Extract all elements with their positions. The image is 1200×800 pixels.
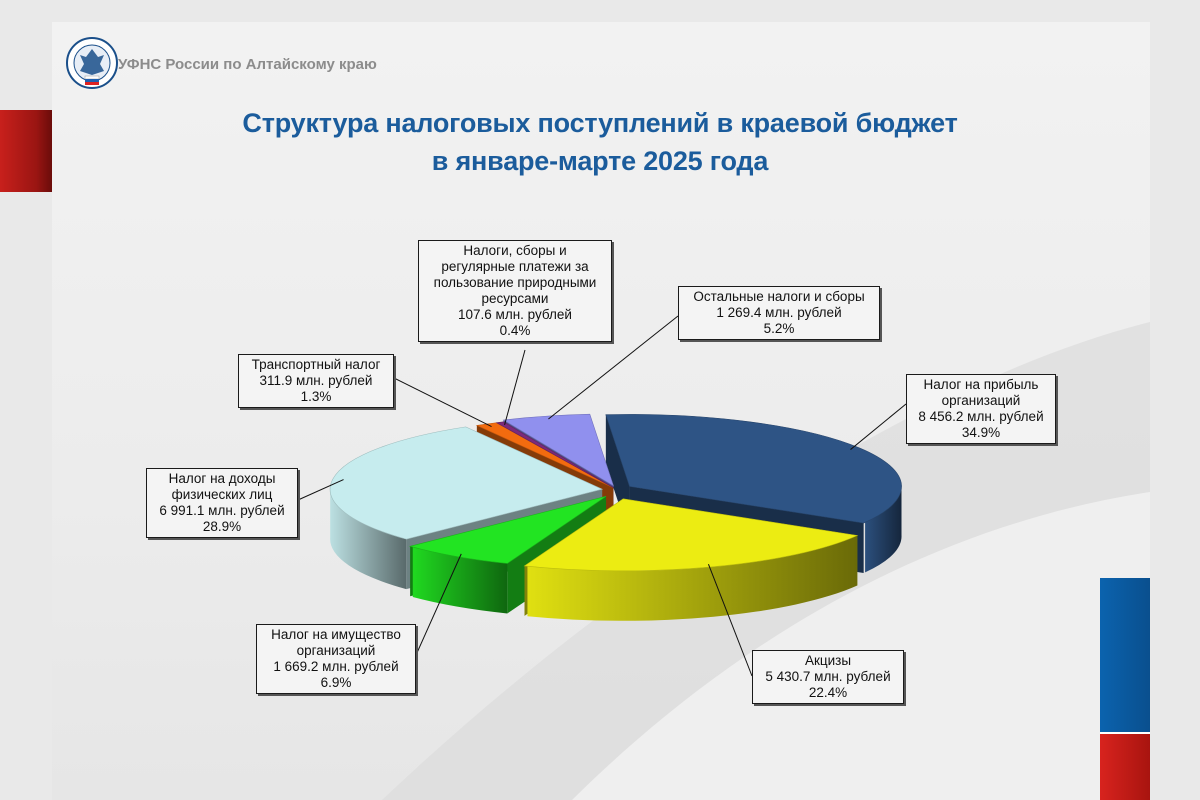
data-label-other-line-2: 5.2% [763, 321, 795, 336]
organization-name: УФНС России по Алтайскому краю [118, 56, 377, 73]
pie-slice-excise [523, 498, 859, 572]
data-label-pit-line-2: 6 991.1 млн. рублей [159, 503, 285, 518]
leader-lines [297, 315, 907, 677]
data-label-transport-line-2: 1.3% [300, 389, 332, 404]
data-label-pit: Налог на доходы физических лиц 6 991.1 млн… [146, 468, 298, 538]
leader-line-natural [504, 349, 526, 426]
data-label-natural-line-5: 0.4% [499, 323, 531, 338]
data-label-property: Налог на имущество организаций 1 669.2 млн… [256, 624, 416, 694]
pie-slice-natural [495, 421, 614, 488]
red-accent-bar-left [0, 110, 52, 192]
data-label-property-line-1: организаций [296, 643, 376, 658]
data-label-property-line-3: 6.9% [320, 675, 352, 690]
data-label-profit-line-3: 34.9% [961, 425, 1001, 440]
blue-accent-bar-right [1100, 578, 1150, 733]
data-label-profit-line-1: организаций [941, 393, 1021, 408]
data-label-natural-line-3: ресурсами [481, 291, 549, 306]
data-label-pit-line-3: 28.9% [202, 519, 242, 534]
data-label-excise-line-2: 22.4% [808, 685, 848, 700]
leader-line-transport [393, 377, 492, 428]
data-label-excise: Акцизы 5 430.7 млн. рублей 22.4% [752, 650, 904, 704]
leader-line-property [415, 553, 462, 656]
pie-slice-property [408, 496, 607, 564]
data-label-transport: Транспортный налог 311.9 млн. рублей 1.3% [238, 354, 394, 408]
data-label-natural-line-0: Налоги, сборы и [463, 243, 567, 258]
pie-outer-wall-excise [527, 535, 858, 621]
pie-outer-wall-pit [330, 487, 407, 590]
data-label-profit-line-2: 8 456.2 млн. рублей [918, 409, 1044, 424]
data-label-profit: Налог на прибыль организаций 8 456.2 млн. … [906, 374, 1056, 444]
pie-slice-pit [329, 426, 604, 540]
white-accent-bar-right [1100, 732, 1150, 734]
data-label-other: Остальные налоги и сборы 1 269.4 млн. руб… [678, 286, 880, 340]
leader-line-pit [297, 479, 344, 501]
leader-line-profit [850, 403, 907, 450]
data-label-natural: Налоги, сборы и регулярные платежи за поль… [418, 240, 612, 342]
red-accent-bar-right [1100, 734, 1150, 800]
pie-outer-wall-profit [865, 485, 902, 573]
data-label-pit-line-1: физических лиц [171, 487, 273, 502]
chart-title: Структура налоговых поступлений в краево… [200, 104, 1000, 180]
data-label-natural-line-2: пользование природными [433, 275, 597, 290]
data-label-excise-line-0: Акцизы [804, 653, 852, 668]
data-label-other-line-0: Остальные налоги и сборы [693, 289, 865, 304]
data-label-other-line-1: 1 269.4 млн. рублей [716, 305, 842, 320]
data-label-pit-line-0: Налог на доходы [168, 471, 276, 486]
data-label-profit-line-0: Налог на прибыль [923, 377, 1039, 392]
data-label-natural-line-4: 107.6 млн. рублей [458, 307, 572, 322]
data-label-natural-line-1: регулярные платежи за [441, 259, 589, 274]
pie-slice-profit [605, 414, 902, 524]
pie-tops [329, 413, 902, 572]
pie-slice-other [502, 413, 615, 487]
fns-emblem-icon [66, 37, 118, 89]
data-label-excise-line-1: 5 430.7 млн. рублей [765, 669, 891, 684]
leader-line-excise [707, 563, 753, 677]
data-label-transport-line-0: Транспортный налог [251, 357, 381, 372]
pie-outer-wall-property [412, 547, 508, 614]
chart-title-line-2: в январе-марте 2025 года [431, 146, 769, 176]
chart-title-line-1: Структура налоговых поступлений в краево… [242, 108, 958, 138]
data-label-transport-line-1: 311.9 млн. рублей [259, 373, 373, 388]
leader-line-other [548, 315, 679, 420]
data-label-property-line-2: 1 669.2 млн. рублей [273, 659, 399, 674]
data-label-property-line-0: Налог на имущество [271, 627, 401, 642]
